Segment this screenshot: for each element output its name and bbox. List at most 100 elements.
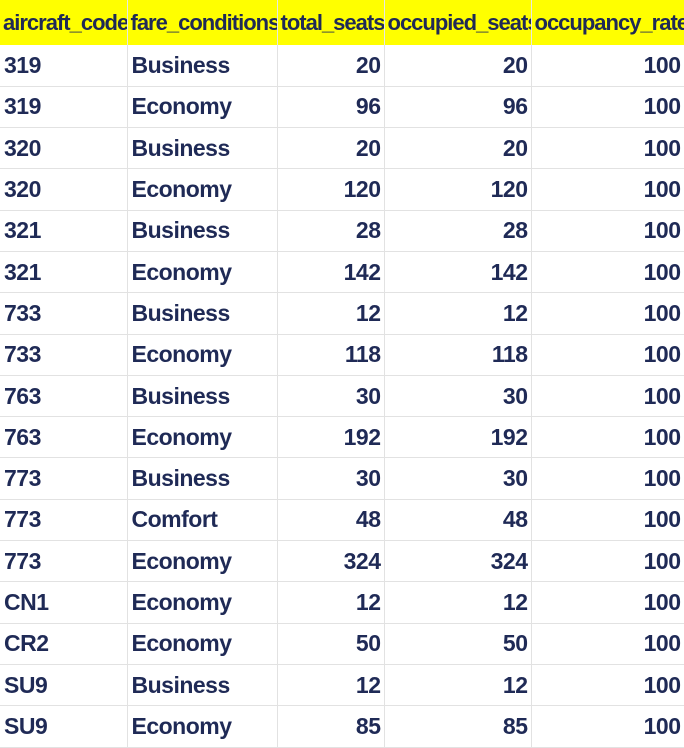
cell-fare-conditions: Economy [127,251,278,294]
cell-fare-conditions: Economy [127,334,278,376]
cell-fare-conditions: Business [127,375,278,418]
cell-total-seats: 48 [277,499,385,542]
cell-fare-conditions: Business [127,664,278,707]
table-row: 733 Business 12 12 100 [0,292,684,335]
cell-fare-conditions: Economy [127,416,278,459]
cell-occupancy-rate: 100 [531,86,684,129]
cell-occupancy-rate: 100 [531,499,684,542]
cell-total-seats: 118 [277,334,385,376]
table-row: 319 Business 20 20 100 [0,45,684,87]
cell-aircraft-code: 319 [0,45,128,87]
cell-occupied-seats: 28 [384,210,532,252]
cell-total-seats: 20 [277,45,385,87]
cell-occupied-seats: 48 [384,499,532,542]
column-header-aircraft-code: aircraft_code [0,0,128,45]
cell-occupied-seats: 20 [384,127,532,170]
cell-fare-conditions: Economy [127,86,278,129]
cell-occupancy-rate: 100 [531,416,684,459]
cell-total-seats: 192 [277,416,385,459]
cell-occupied-seats: 12 [384,292,532,335]
cell-occupancy-rate: 100 [531,581,684,624]
cell-occupied-seats: 20 [384,45,532,87]
cell-fare-conditions: Economy [127,581,278,624]
cell-fare-conditions: Business [127,127,278,170]
cell-occupancy-rate: 100 [531,168,684,211]
table-row: 773 Business 30 30 100 [0,457,684,500]
cell-aircraft-code: SU9 [0,705,128,748]
cell-aircraft-code: 763 [0,375,128,418]
table-row: CR2 Economy 50 50 100 [0,623,684,665]
cell-total-seats: 20 [277,127,385,170]
cell-aircraft-code: 321 [0,210,128,252]
cell-aircraft-code: 319 [0,86,128,129]
cell-total-seats: 30 [277,375,385,418]
cell-aircraft-code: 773 [0,457,128,500]
cell-total-seats: 120 [277,168,385,211]
cell-total-seats: 12 [277,292,385,335]
cell-occupied-seats: 85 [384,705,532,748]
cell-occupancy-rate: 100 [531,292,684,335]
table-row: CN1 Economy 12 12 100 [0,581,684,624]
cell-occupied-seats: 30 [384,375,532,418]
cell-aircraft-code: 733 [0,292,128,335]
cell-occupancy-rate: 100 [531,705,684,748]
cell-occupancy-rate: 100 [531,210,684,252]
cell-fare-conditions: Economy [127,623,278,665]
table-row: 733 Economy 118 118 100 [0,334,684,376]
cell-occupied-seats: 96 [384,86,532,129]
table-row: 321 Business 28 28 100 [0,210,684,252]
cell-total-seats: 30 [277,457,385,500]
cell-occupied-seats: 30 [384,457,532,500]
cell-aircraft-code: 733 [0,334,128,376]
cell-occupancy-rate: 100 [531,45,684,87]
cell-aircraft-code: 763 [0,416,128,459]
cell-fare-conditions: Comfort [127,499,278,542]
cell-occupied-seats: 12 [384,664,532,707]
cell-total-seats: 12 [277,664,385,707]
table-row: 320 Business 20 20 100 [0,127,684,170]
cell-occupied-seats: 192 [384,416,532,459]
cell-fare-conditions: Business [127,457,278,500]
cell-occupancy-rate: 100 [531,375,684,418]
cell-occupied-seats: 120 [384,168,532,211]
cell-total-seats: 28 [277,210,385,252]
cell-aircraft-code: 321 [0,251,128,294]
cell-occupancy-rate: 100 [531,540,684,583]
table-row: 763 Business 30 30 100 [0,375,684,418]
cell-fare-conditions: Economy [127,168,278,211]
cell-occupancy-rate: 100 [531,251,684,294]
cell-aircraft-code: 773 [0,540,128,583]
table-row: 773 Comfort 48 48 100 [0,499,684,542]
cell-aircraft-code: CR2 [0,623,128,665]
cell-total-seats: 85 [277,705,385,748]
table-row: 763 Economy 192 192 100 [0,416,684,459]
cell-occupied-seats: 50 [384,623,532,665]
cell-total-seats: 50 [277,623,385,665]
cell-total-seats: 96 [277,86,385,129]
cell-occupied-seats: 324 [384,540,532,583]
cell-fare-conditions: Business [127,292,278,335]
cell-fare-conditions: Economy [127,705,278,748]
cell-fare-conditions: Business [127,210,278,252]
cell-occupancy-rate: 100 [531,127,684,170]
header-row: aircraft_code fare_conditions total_seat… [0,0,684,45]
column-header-total-seats: total_seats [277,0,385,45]
table-row: 773 Economy 324 324 100 [0,540,684,583]
cell-aircraft-code: SU9 [0,664,128,707]
table-row: 319 Economy 96 96 100 [0,86,684,129]
column-header-occupancy-rate: occupancy_rate [531,0,684,45]
table-body: 319 Business 20 20 100 319 Economy 96 96 100 320 Bu… [0,45,684,748]
cell-occupancy-rate: 100 [531,664,684,707]
cell-fare-conditions: Business [127,45,278,87]
cell-aircraft-code: 773 [0,499,128,542]
cell-total-seats: 142 [277,251,385,294]
column-header-fare-conditions: fare_conditions [127,0,278,45]
cell-total-seats: 12 [277,581,385,624]
cell-occupied-seats: 12 [384,581,532,624]
cell-fare-conditions: Economy [127,540,278,583]
cell-occupied-seats: 118 [384,334,532,376]
table-row: SU9 Business 12 12 100 [0,664,684,707]
cell-total-seats: 324 [277,540,385,583]
cell-occupancy-rate: 100 [531,457,684,500]
